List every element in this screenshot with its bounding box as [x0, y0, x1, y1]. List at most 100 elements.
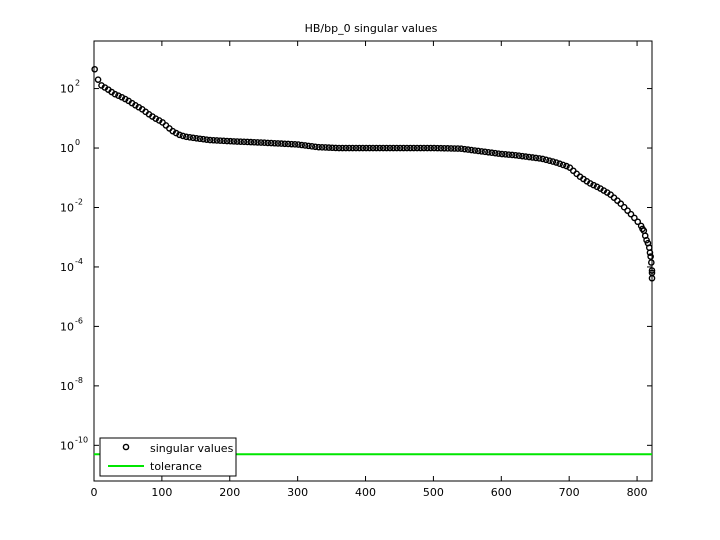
singular-value-point: [223, 137, 231, 145]
singular-value-point: [189, 134, 197, 142]
singular-value-point: [295, 141, 302, 148]
singular-value-point: [247, 138, 255, 146]
x-tick-label: 400: [355, 486, 376, 499]
singular-value-point: [464, 146, 472, 153]
singular-value-point: [352, 144, 360, 152]
singular-value-point: [284, 140, 292, 148]
singular-value-point: [240, 138, 248, 146]
singular-value-point: [254, 139, 261, 146]
singular-value-point: [216, 137, 224, 144]
singular-value-point: [495, 150, 502, 157]
singular-value-point: [328, 144, 336, 152]
singular-value-point: [91, 65, 98, 73]
singular-value-point: [502, 151, 509, 158]
singular-value-point: [430, 144, 438, 152]
singular-value-point: [647, 253, 654, 260]
singular-value-point: [525, 153, 533, 161]
singular-value-point: [390, 144, 397, 152]
x-axis: 0 100 200 300 400 500 600 700 800: [91, 41, 648, 499]
y-tick-exponent: -10: [75, 435, 88, 444]
y-tick-exponent: -8: [75, 376, 83, 385]
singular-value-point: [179, 132, 187, 140]
singular-value-point: [491, 149, 499, 157]
singular-value-point: [648, 259, 655, 266]
y-tick-label: 10: [60, 83, 74, 96]
singular-value-point: [301, 142, 309, 149]
singular-value-point: [322, 144, 329, 151]
singular-value-point: [152, 115, 160, 122]
singular-value-point: [556, 160, 563, 168]
singular-value-point: [393, 144, 401, 152]
singular-value-point: [593, 183, 601, 191]
singular-value-point: [342, 144, 350, 152]
x-tick-label: 200: [219, 486, 240, 499]
singular-value-point: [512, 151, 519, 159]
singular-values-series: [91, 65, 656, 282]
singular-value-point: [451, 145, 458, 152]
singular-value-point: [203, 136, 210, 143]
singular-value-point: [206, 136, 214, 144]
singular-value-point: [457, 145, 465, 153]
legend-label-tolerance: tolerance: [150, 460, 202, 473]
singular-value-point: [413, 144, 421, 152]
y-tick-label: 10: [60, 142, 74, 155]
singular-value-point: [417, 144, 424, 152]
singular-value-point: [447, 145, 455, 152]
singular-value-point: [634, 218, 642, 226]
plot-area: [93, 40, 653, 482]
legend-label-singular-values: singular values: [150, 442, 234, 455]
singular-value-point: [498, 150, 506, 158]
singular-value-point: [227, 137, 234, 145]
singular-value-point: [257, 139, 265, 146]
singular-value-point: [559, 161, 567, 169]
singular-value-point: [366, 144, 373, 152]
singular-value-point: [233, 138, 241, 145]
singular-value-point: [281, 140, 289, 148]
y-tick-label: 10: [60, 380, 74, 393]
y-tick-exponent: -2: [75, 197, 83, 206]
singular-value-point: [359, 144, 367, 152]
singular-value-point: [244, 138, 251, 146]
singular-value-point: [648, 274, 656, 282]
singular-value-point: [437, 144, 445, 152]
y-tick-label: 10: [60, 320, 74, 333]
singular-value-point: [624, 207, 631, 214]
singular-value-point: [488, 149, 496, 157]
legend: singular values tolerance: [99, 437, 237, 477]
singular-value-point: [250, 138, 258, 146]
singular-value-point: [552, 159, 560, 166]
singular-value-point: [339, 144, 346, 152]
singular-value-point: [111, 90, 119, 98]
singular-value-point: [335, 144, 343, 152]
singular-value-point: [199, 135, 207, 143]
singular-value-point: [468, 146, 475, 154]
x-tick-label: 600: [491, 486, 512, 499]
chart-title: HB/bp_0 singular values: [305, 22, 438, 35]
singular-value-point: [264, 139, 272, 147]
singular-value-point: [345, 144, 353, 152]
legend-box: [99, 437, 237, 477]
singular-value-point: [461, 145, 468, 153]
singular-value-point: [213, 137, 221, 144]
singular-value-point: [444, 145, 451, 152]
singular-value-point: [311, 143, 319, 151]
singular-value-point: [376, 144, 384, 152]
singular-value-point: [261, 139, 268, 147]
y-tick-exponent: -6: [75, 316, 83, 325]
y-tick-label: 10: [60, 261, 74, 274]
y-tick-label: 10: [60, 439, 74, 452]
singular-value-point: [220, 137, 227, 145]
singular-value-point: [454, 145, 462, 152]
singular-value-point: [646, 249, 654, 256]
legend-marker-circle-icon: [122, 443, 130, 451]
singular-value-point: [196, 135, 204, 143]
singular-value-point: [383, 144, 390, 152]
singular-value-point: [474, 147, 482, 155]
singular-value-point: [536, 155, 543, 162]
singular-value-point: [519, 152, 526, 160]
singular-value-point: [308, 143, 316, 150]
singular-value-point: [118, 93, 126, 101]
x-tick-label: 700: [559, 486, 580, 499]
singular-value-point: [586, 180, 594, 187]
